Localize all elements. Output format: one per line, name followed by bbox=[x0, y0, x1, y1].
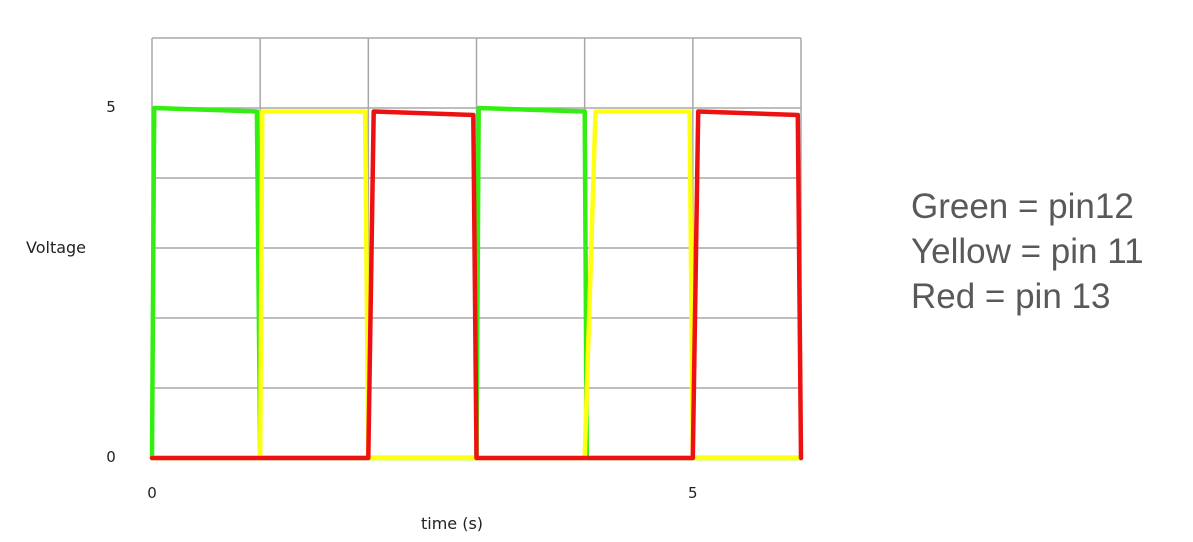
y-tick-label-1: 5 bbox=[106, 98, 116, 116]
x-axis-label: time (s) bbox=[421, 514, 483, 533]
series-lines bbox=[149, 105, 804, 461]
legend-item-red: Red = pin 13 bbox=[911, 277, 1111, 316]
axis-labels: Voltage time (s) bbox=[26, 238, 483, 533]
y-axis-label: Voltage bbox=[26, 238, 86, 257]
x-tick-label-0: 0 bbox=[147, 484, 157, 502]
tick-labels: 0 5 0 5 bbox=[106, 98, 697, 502]
legend-item-yellow: Yellow = pin 11 bbox=[911, 232, 1144, 271]
series-line-red bbox=[149, 109, 804, 461]
x-tick-label-1: 5 bbox=[688, 484, 698, 502]
legend-item-green: Green = pin12 bbox=[911, 187, 1134, 226]
legend: Green = pin12 Yellow = pin 11 Red = pin … bbox=[911, 184, 1144, 319]
y-tick-label-0: 0 bbox=[106, 448, 116, 466]
